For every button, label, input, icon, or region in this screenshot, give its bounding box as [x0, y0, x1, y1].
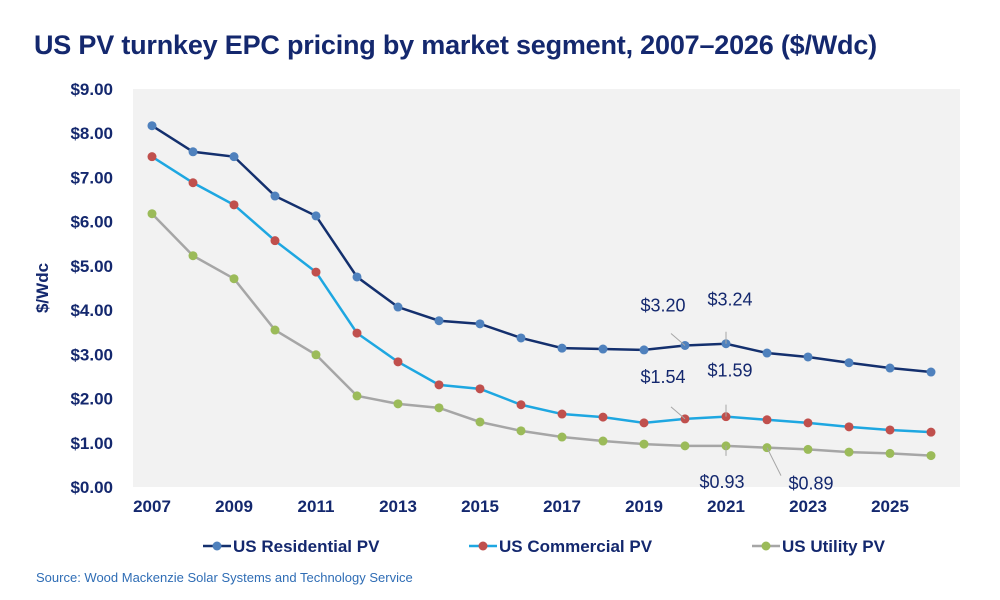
data-point [147, 209, 157, 219]
data-point [188, 147, 198, 157]
data-point [147, 152, 157, 162]
data-point [926, 427, 936, 437]
y-tick-label: $7.00 [70, 168, 113, 187]
data-point [475, 384, 485, 394]
data-point [885, 448, 895, 458]
legend-label: US Utility PV [782, 537, 886, 556]
data-point [393, 357, 403, 367]
y-tick-label: $3.00 [70, 345, 113, 364]
annotation-leader [766, 447, 782, 476]
y-tick-label: $0.00 [70, 478, 113, 497]
data-point [516, 426, 526, 436]
series-line-2 [151, 212, 932, 457]
x-tick-label: 2025 [871, 497, 909, 516]
data-point [680, 441, 690, 451]
data-point [844, 358, 854, 368]
data-label: $0.89 [788, 474, 833, 494]
data-point [926, 451, 936, 461]
data-point [844, 422, 854, 432]
data-label: $0.93 [699, 472, 744, 492]
data-point [762, 348, 772, 358]
x-tick-label: 2013 [379, 497, 417, 516]
data-point [639, 345, 649, 355]
y-axis-label: $/Wdc [33, 263, 52, 313]
annotation-leader [670, 406, 686, 420]
data-point [803, 418, 813, 428]
legend-label: US Commercial PV [499, 537, 653, 556]
data-point [352, 391, 362, 401]
y-tick-label: $5.00 [70, 257, 113, 276]
data-label: $1.54 [640, 367, 685, 387]
x-tick-label: 2015 [461, 497, 499, 516]
data-point [516, 400, 526, 410]
annotation-leader [670, 333, 686, 346]
x-tick-label: 2023 [789, 497, 827, 516]
data-point [188, 178, 198, 188]
x-tick-label: 2021 [707, 497, 745, 516]
data-point [557, 432, 567, 442]
data-point [598, 436, 608, 446]
legend-label: US Residential PV [233, 537, 380, 556]
series-line-1 [151, 155, 932, 434]
data-point [229, 274, 239, 284]
legend-marker [212, 541, 222, 551]
legend-marker [478, 541, 488, 551]
data-label: $3.24 [707, 290, 752, 310]
data-point [803, 352, 813, 362]
data-point [475, 319, 485, 329]
x-tick-label: 2009 [215, 497, 253, 516]
data-point [844, 447, 854, 457]
data-point [311, 211, 321, 221]
y-tick-label: $9.00 [70, 80, 113, 99]
x-tick-label: 2007 [133, 497, 171, 516]
data-point [885, 363, 895, 373]
data-point [393, 302, 403, 312]
legend-marker [761, 541, 771, 551]
x-tick-label: 2017 [543, 497, 581, 516]
series-line-0 [151, 124, 932, 374]
chart-title: US PV turnkey EPC pricing by market segm… [34, 30, 877, 60]
data-point [516, 333, 526, 343]
y-tick-label: $1.00 [70, 434, 113, 453]
data-point [229, 152, 239, 162]
data-point [311, 350, 321, 360]
data-point [557, 409, 567, 419]
data-point [311, 267, 321, 277]
data-point [434, 403, 444, 413]
data-point [188, 251, 198, 261]
data-point [639, 439, 649, 449]
data-point [885, 425, 895, 435]
data-point [352, 328, 362, 338]
data-point [270, 191, 280, 201]
y-tick-label: $2.00 [70, 390, 113, 409]
y-tick-label: $6.00 [70, 213, 113, 232]
data-point [762, 415, 772, 425]
data-point [434, 380, 444, 390]
data-point [639, 418, 649, 428]
x-tick-label: 2019 [625, 497, 663, 516]
data-point [229, 200, 239, 210]
source-note: Source: Wood Mackenzie Solar Systems and… [36, 570, 413, 585]
data-point [803, 444, 813, 454]
data-point [352, 272, 362, 282]
data-point [270, 325, 280, 335]
data-point [434, 316, 444, 326]
data-point [598, 344, 608, 354]
data-point [270, 236, 280, 246]
data-point [557, 343, 567, 353]
data-point [475, 417, 485, 427]
y-tick-label: $4.00 [70, 301, 113, 320]
data-label: $1.59 [707, 361, 752, 381]
data-point [147, 121, 157, 131]
data-point [926, 367, 936, 377]
plot-area [133, 89, 960, 487]
x-tick-label: 2011 [298, 497, 335, 516]
data-point [393, 399, 403, 409]
y-tick-label: $8.00 [70, 124, 113, 143]
data-label: $3.20 [640, 295, 685, 315]
data-point [598, 412, 608, 422]
